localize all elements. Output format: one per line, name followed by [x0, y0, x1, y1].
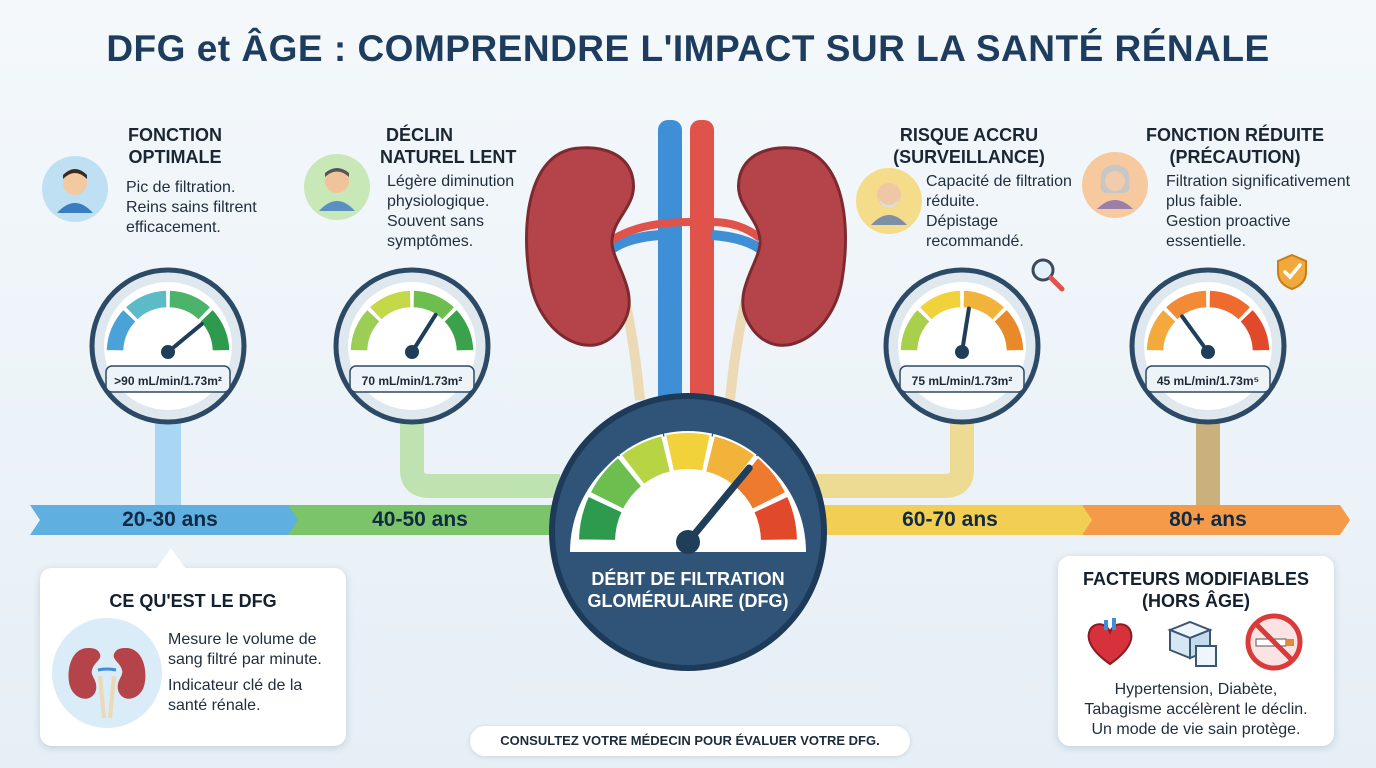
right-kidney	[737, 146, 847, 347]
info-box-pointer	[156, 548, 186, 569]
no-smoking-icon	[1245, 613, 1303, 671]
gauge-segment	[1238, 307, 1271, 352]
gauge-segment	[105, 307, 138, 352]
sugar-cubes-icon	[1167, 620, 1217, 667]
gauge-stage-2-dial	[333, 267, 491, 425]
stage-3-heading: RISQUE ACCRU (SURVEILLANCE)	[893, 125, 1045, 167]
gauge-stage-3	[882, 266, 1042, 426]
stage-1-description: Pic de filtration. Reins sains filtrent ef…	[126, 179, 257, 236]
gauge-segment	[576, 494, 624, 542]
artery-vessel	[690, 120, 714, 420]
page-title: DFG et ÂGE : COMPRENDRE L'IMPACT SUR LA …	[106, 28, 1270, 69]
gauge-segment	[367, 289, 412, 322]
factors-box-title: FACTEURS MODIFIABLES (HORS ÂGE)	[1082, 569, 1309, 611]
gauge-segment	[412, 289, 457, 322]
senior-man-avatar	[856, 168, 922, 234]
gauge-stage-2	[332, 266, 492, 426]
age-label-20-30: 20-30 ans	[122, 508, 218, 531]
dfg-info-box: CE QU'EST LE DFG Mesure le volume de sang…	[40, 568, 346, 746]
age-label-40-50: 40-50 ans	[372, 508, 468, 531]
gauge-segment	[917, 289, 962, 322]
gauge-hub	[405, 345, 419, 359]
modifiable-factors-box: FACTEURS MODIFIABLES (HORS ÂGE) Hypertens…	[1058, 556, 1334, 746]
senior-woman-avatar	[1082, 152, 1148, 218]
gauge-stage-4-dial	[1129, 267, 1287, 425]
gauge-stage-1	[88, 266, 248, 426]
center-gauge-label: DÉBIT DE FILTRATION GLOMÉRULAIRE (DFG)	[587, 569, 789, 611]
gauge-needle	[1180, 314, 1210, 354]
heart-icon	[1087, 618, 1133, 666]
vein-vessel	[658, 120, 682, 420]
flow-pipe-2	[400, 395, 560, 498]
gauge-value-plate	[349, 365, 475, 393]
gauge-segment	[992, 307, 1025, 352]
gauge-segment	[1208, 289, 1253, 322]
gauge-needle	[684, 464, 753, 546]
left-kidney	[525, 146, 635, 347]
kidney-icon-circle	[52, 618, 162, 728]
gauge-stage-3-dial	[883, 267, 1041, 425]
gauge-segment	[123, 289, 168, 322]
gauge-needle	[410, 312, 438, 354]
info-box-text: Mesure le volume de sang filtré par minut…	[168, 631, 322, 714]
stage-2-heading: DÉCLIN NATUREL LENT	[380, 125, 517, 167]
gauge-segment	[1145, 307, 1178, 352]
gauge-3-value: 75 mL/min/1.73m²	[911, 374, 1013, 388]
gauge-segment	[619, 433, 673, 487]
gauge-segment	[442, 307, 475, 352]
stage-4-description: Filtration significativement plus faible.…	[1166, 173, 1351, 250]
factors-box-text: Hypertension, Diabète, Tabagisme accélère…	[1084, 681, 1308, 738]
kidney-icon	[68, 648, 146, 719]
gauge-value-plate	[105, 365, 231, 393]
gauge-value-plate	[899, 365, 1025, 393]
gauge-2-value: 70 mL/min/1.73m²	[361, 374, 463, 388]
footer-advice: CONSULTEZ VOTRE MÉDECIN POUR ÉVALUER VOT…	[470, 726, 910, 756]
gauge-hub	[1201, 345, 1215, 359]
shield-check-icon	[1277, 253, 1307, 291]
age-label-80plus: 80+ ans	[1169, 508, 1247, 531]
gauge-hub	[955, 345, 969, 359]
gauge-needle	[166, 321, 204, 354]
gauge-value-plate	[1145, 365, 1271, 393]
gauge-1-value: >90 mL/min/1.73m²	[114, 374, 222, 388]
gauge-segment	[663, 431, 713, 473]
stage-2-description: Légère diminution physiologique. Souvent s…	[387, 173, 515, 250]
central-gauge-dial	[549, 393, 827, 671]
gauge-segment	[168, 289, 213, 322]
young-adult-avatar	[42, 156, 108, 222]
gauge-segment	[752, 494, 800, 542]
middle-aged-avatar	[304, 154, 370, 220]
gauge-segment	[349, 307, 382, 352]
gauge-4-value: 45 mL/min/1.73m⁵	[1156, 374, 1260, 388]
gauge-segment	[899, 307, 932, 352]
magnifier-icon	[1031, 258, 1065, 292]
gauge-stage-1-dial	[89, 267, 247, 425]
age-label-60-70: 60-70 ans	[902, 508, 998, 531]
gauge-hub	[676, 530, 700, 554]
gauge-stage-4	[1128, 266, 1288, 426]
stage-3-description: Capacité de filtration réduite. Dépistage r…	[926, 173, 1072, 250]
central-gauge	[548, 392, 828, 672]
gauge-segment	[198, 307, 231, 352]
gauge-hub	[161, 345, 175, 359]
gauge-segment	[588, 455, 644, 512]
stage-4-heading: FONCTION RÉDUITE (PRÉCAUTION)	[1146, 125, 1324, 167]
info-box-title: CE QU'EST LE DFG	[109, 591, 277, 611]
stage-1-heading: FONCTION OPTIMALE	[128, 125, 222, 167]
flow-pipe-3	[816, 395, 974, 498]
gauge-segment	[732, 455, 788, 512]
age-timeline	[30, 505, 1350, 535]
gauge-needle	[960, 306, 971, 354]
